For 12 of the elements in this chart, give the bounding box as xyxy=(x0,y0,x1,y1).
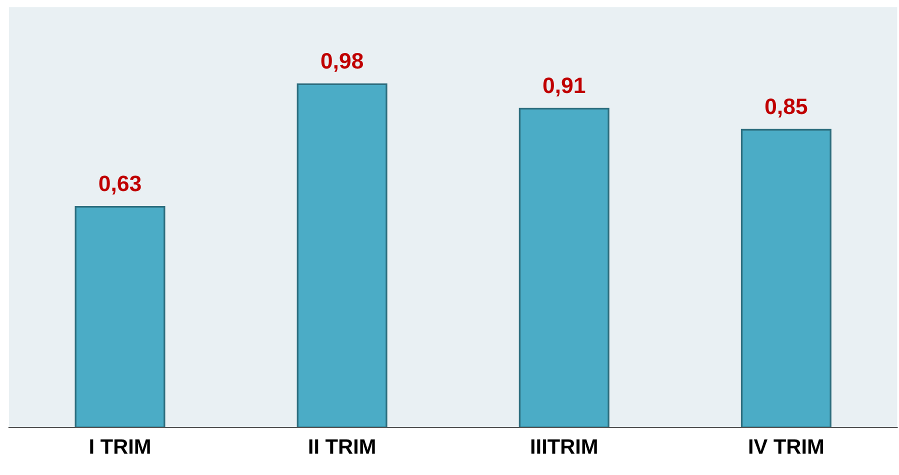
data-label: 0,91 xyxy=(543,77,586,96)
data-label: 0,63 xyxy=(99,176,141,195)
bar xyxy=(74,206,166,428)
data-label: 0,98 xyxy=(321,52,364,72)
x-tick-label: IIITRIM xyxy=(531,439,597,454)
data-label: 0,85 xyxy=(765,98,808,118)
x-tick-label: I TRIM xyxy=(90,439,150,454)
bar xyxy=(518,108,610,428)
x-tick-label: IV TRIM xyxy=(749,439,823,454)
x-tick-label: II TRIM xyxy=(309,439,375,454)
bar xyxy=(296,83,388,428)
bar xyxy=(740,128,832,428)
